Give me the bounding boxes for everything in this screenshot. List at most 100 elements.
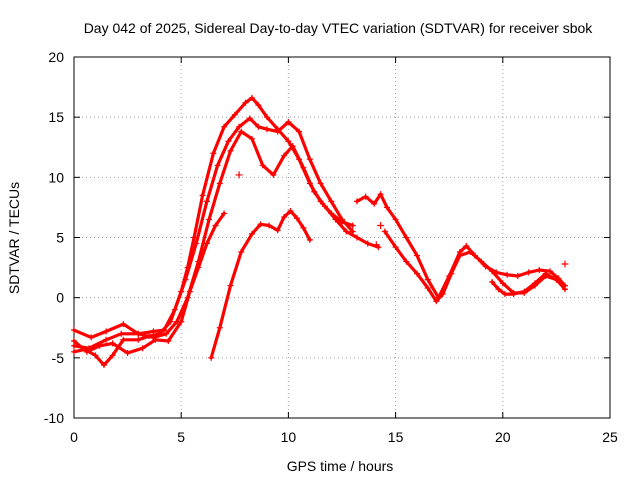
data-point (424, 285, 431, 292)
data-point (96, 342, 103, 349)
x-tick-label: 20 (495, 429, 511, 445)
data-point (120, 321, 127, 328)
data-point (248, 94, 255, 101)
data-point (92, 352, 99, 359)
data-point (381, 228, 388, 235)
data-point (281, 214, 288, 221)
data-point (139, 345, 146, 352)
data-point (514, 273, 521, 280)
data-point (101, 362, 108, 369)
data-point (403, 234, 410, 241)
data-point (236, 123, 243, 130)
data-point (300, 224, 307, 231)
data-point (501, 291, 508, 298)
x-tick-label: 5 (177, 429, 185, 445)
data-point (255, 123, 262, 130)
y-tick-label: 15 (48, 109, 64, 125)
data-point (163, 330, 170, 337)
data-point (296, 128, 303, 135)
data-point (504, 271, 511, 278)
data-point (542, 270, 549, 277)
data-point (349, 222, 356, 229)
x-axis-label: GPS time / hours (287, 458, 394, 474)
data-point (311, 188, 318, 195)
series-line (383, 229, 567, 303)
data-point (71, 348, 77, 355)
data-point (343, 228, 350, 235)
data-point (216, 180, 223, 187)
data-point (328, 198, 335, 205)
data-point (246, 115, 253, 122)
data-point (212, 222, 219, 229)
data-point (521, 288, 528, 295)
outlier-point (235, 171, 243, 179)
data-point (186, 288, 193, 295)
data-point (161, 327, 168, 334)
chart-title: Day 042 of 2025, Sidereal Day-to-day VTE… (84, 20, 594, 36)
data-point (467, 248, 474, 255)
y-axis-label: SDTVAR / TECUs (6, 182, 22, 294)
data-point (489, 268, 496, 275)
data-point (317, 180, 324, 187)
data-point (206, 216, 213, 223)
data-point (339, 216, 345, 223)
data-point (478, 258, 485, 265)
data-point (536, 266, 543, 273)
series-line (490, 272, 559, 296)
y-tick-label: -5 (52, 350, 65, 366)
data-point (448, 270, 455, 277)
data-point (371, 200, 378, 207)
data-point (242, 99, 249, 106)
data-point (171, 306, 178, 313)
data-point (270, 171, 277, 178)
data-point (216, 324, 223, 331)
data-point (414, 270, 421, 277)
y-tick-label: -10 (44, 410, 64, 426)
outlier-points (235, 171, 569, 268)
data-point (182, 276, 189, 283)
data-point (289, 143, 296, 150)
y-tick-label: 5 (56, 230, 64, 246)
data-point (456, 252, 463, 259)
data-point (293, 215, 300, 222)
data-point (150, 328, 157, 335)
data-point (561, 286, 568, 293)
data-point (354, 234, 361, 241)
data-point (463, 242, 470, 249)
data-point (191, 234, 198, 241)
series-track-8 (489, 270, 560, 298)
data-point (225, 138, 232, 145)
data-point (71, 337, 77, 344)
data-point (135, 336, 142, 343)
data-point (152, 336, 159, 343)
outlier-point (561, 260, 569, 268)
data-point (546, 268, 553, 275)
data-point (221, 210, 228, 217)
data-point (274, 227, 281, 234)
data-point (287, 208, 294, 215)
data-point (208, 354, 215, 361)
data-point (103, 328, 110, 335)
grid-lines (74, 57, 610, 418)
data-point (195, 264, 202, 271)
data-point (439, 291, 446, 298)
data-point (384, 204, 391, 211)
data-point (354, 198, 361, 205)
outlier-point (372, 241, 380, 249)
data-point (88, 334, 95, 341)
data-point (165, 337, 172, 344)
x-tick-label: 0 (70, 429, 78, 445)
data-point (248, 135, 255, 142)
data-point (248, 230, 255, 237)
data-point (274, 128, 281, 135)
data-point (124, 350, 131, 357)
data-point (214, 162, 221, 169)
data-point (203, 240, 210, 247)
data-point (531, 280, 538, 287)
data-point (306, 156, 313, 163)
data-point (255, 102, 262, 109)
data-point (263, 114, 270, 121)
y-tick-label: 0 (56, 290, 64, 306)
data-point (227, 282, 234, 289)
